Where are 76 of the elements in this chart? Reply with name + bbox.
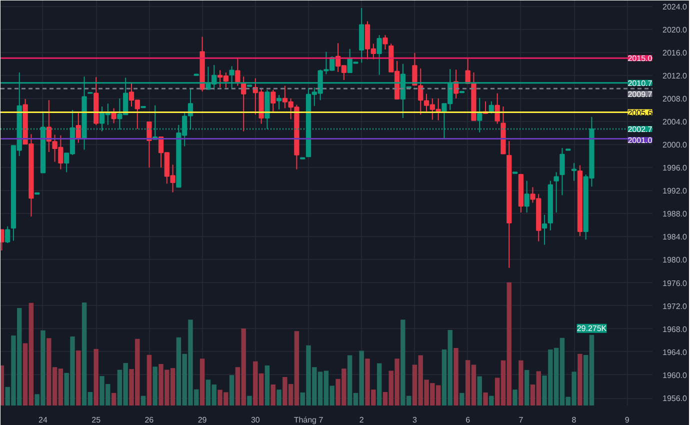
bar (229, 375, 234, 406)
x-tick-label: 26 (144, 416, 154, 424)
candlestick (554, 172, 559, 214)
y-tick-label: 1988.0 (662, 210, 688, 219)
x-tick-label: 25 (92, 416, 102, 424)
candlestick (235, 58, 240, 86)
candlestick (276, 94, 282, 110)
candlestick (524, 180, 530, 214)
y-tick-label: 1976.0 (662, 278, 688, 288)
y-tick-label: 2024.0 (662, 2, 688, 12)
bar (512, 390, 518, 406)
y-tick-label: 1956.0 (662, 394, 688, 404)
ref-line-label: 2015.0 (628, 54, 653, 64)
y-tick-label: 1964.0 (662, 348, 688, 357)
bar (140, 396, 146, 406)
candlestick (382, 34, 388, 50)
x-tick-label: 24 (38, 416, 48, 424)
y-tick-label: 1992.0 (662, 186, 688, 196)
candlestick (542, 214, 548, 246)
ref-line-label: 2005.6 (628, 108, 653, 118)
y-tick-label: 2004.0 (662, 117, 688, 126)
bar (94, 349, 98, 406)
y-tick-label: 2016.0 (662, 48, 688, 58)
bar (483, 392, 488, 406)
bar (518, 360, 524, 406)
x-tick-label: 2 (359, 416, 364, 424)
bar (489, 396, 494, 406)
bar (111, 392, 116, 406)
x-tick-label: Tháng 7 (294, 416, 324, 424)
bar (578, 354, 582, 406)
bar (376, 363, 382, 406)
x-tick-label: 6 (466, 416, 471, 424)
y-tick-label: 2008.0 (662, 94, 688, 104)
bar (200, 358, 205, 406)
candlestick (560, 147, 565, 196)
candlestick (146, 122, 152, 168)
x-tick-label: 9 (624, 416, 630, 424)
x-tick-label: 8 (572, 416, 577, 424)
y-tick-label: 2020.0 (662, 25, 688, 34)
x-tick-label: 29 (198, 416, 208, 424)
y-tick-label: 1972.0 (662, 302, 688, 311)
ref-line-label: 2001.0 (628, 136, 653, 145)
candlestick (0, 228, 4, 252)
bar (477, 376, 482, 406)
y-tick-label: 1980.0 (662, 256, 688, 265)
y-tick-label: 1996.0 (662, 164, 688, 173)
bar (454, 348, 458, 406)
x-tick-label: 7 (518, 416, 524, 424)
candlestick (241, 76, 246, 132)
ref-line-label: 2010.7 (628, 78, 653, 88)
y-tick-label: 1968.0 (662, 324, 688, 334)
y-tick-label: 2000.0 (662, 140, 688, 150)
bar (270, 384, 276, 406)
bar (460, 392, 464, 406)
bar (247, 396, 252, 406)
bar (524, 370, 530, 406)
y-tick-label: 1960.0 (662, 370, 688, 380)
bar (264, 365, 270, 406)
candlestick (270, 89, 276, 114)
bar (152, 366, 158, 406)
y-tick-label: 1984.0 (662, 232, 688, 242)
ref-line-label: 2009.7 (628, 90, 653, 99)
candlestick (5, 226, 10, 244)
candlestick (76, 111, 81, 144)
x-tick-label: 3 (412, 416, 418, 424)
candlestick (412, 52, 418, 86)
candlestick (376, 34, 382, 76)
y-tick-label: 2012.0 (662, 71, 688, 80)
candlestick (571, 162, 577, 182)
x-tick-label: 30 (250, 416, 260, 424)
data-label: 29.275K (576, 324, 608, 333)
ref-line-label: 2002.7 (628, 124, 653, 134)
bar (146, 354, 152, 406)
bar (76, 350, 81, 406)
bar (276, 390, 282, 406)
bar (0, 365, 4, 406)
